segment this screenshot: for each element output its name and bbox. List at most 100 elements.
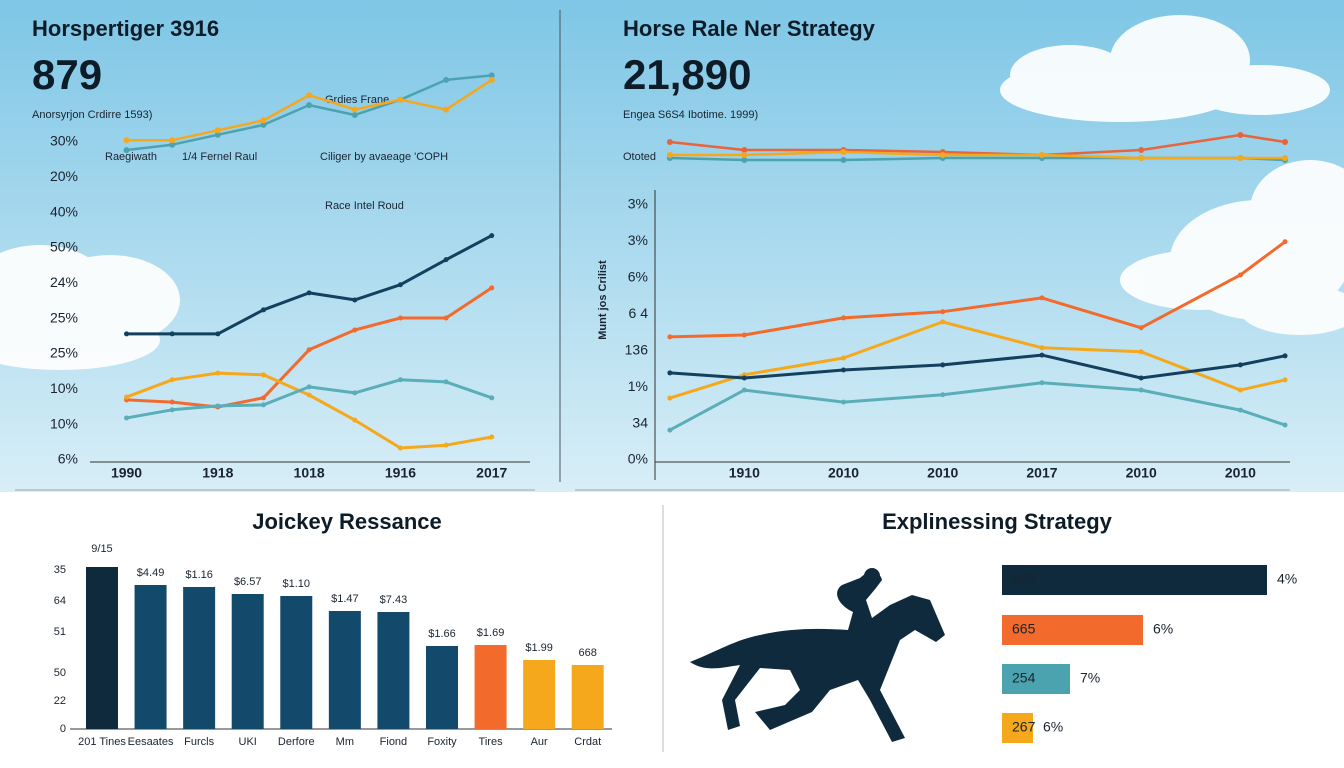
y-tick-label: 20%: [50, 168, 78, 184]
annotation: 1/4 Fernel Raul: [182, 151, 257, 163]
data-point: [741, 332, 747, 338]
data-point: [397, 315, 403, 321]
data-point: [489, 395, 495, 401]
data-point: [489, 233, 495, 239]
data-point: [1282, 139, 1289, 145]
bar: [328, 611, 361, 729]
data-point: [260, 117, 267, 124]
data-point: [124, 415, 130, 421]
data-point: [741, 387, 747, 393]
data-point: [123, 147, 130, 154]
data-point: [1282, 422, 1288, 428]
data-point: [123, 137, 130, 144]
data-point: [488, 72, 495, 79]
bar-inner-label: 267: [1012, 719, 1036, 735]
data-point: [1282, 377, 1288, 383]
data-point: [1138, 375, 1144, 381]
subtitle: Anorsyrjon Crdirre 1593): [32, 109, 152, 121]
data-point: [351, 106, 358, 113]
y-tick-label: 64: [54, 595, 66, 607]
bar-end-label: 6%: [1153, 621, 1173, 637]
data-point: [840, 149, 847, 155]
x-tick-label: 1990: [111, 465, 142, 481]
data-point: [667, 334, 673, 340]
data-point: [443, 76, 450, 83]
data-point: [397, 377, 403, 383]
data-point: [741, 147, 748, 153]
data-point: [1237, 132, 1244, 138]
y-tick-label: 25%: [50, 309, 78, 325]
data-point: [306, 102, 313, 109]
bar: [425, 646, 458, 729]
bar-label: 668: [579, 647, 597, 659]
data-point: [1237, 387, 1243, 393]
data-point: [666, 152, 673, 158]
bar-end-label: 6%: [1043, 719, 1063, 735]
data-point: [169, 407, 175, 413]
bar-inner-label: 865: [1012, 571, 1036, 587]
y-tick-label: 0%: [628, 451, 648, 467]
data-point: [169, 331, 175, 337]
annotation: Ototed: [623, 151, 656, 163]
x-tick-label: Eesaates: [128, 736, 174, 748]
data-point: [169, 399, 175, 405]
y-tick-label: 25%: [50, 345, 78, 361]
data-point: [260, 121, 267, 128]
bar-inner-label: 665: [1012, 621, 1036, 637]
y-tick-label: 10%: [50, 415, 78, 431]
series-line: [669, 133, 1286, 157]
bar-label: $1.47: [331, 593, 359, 605]
bar: [474, 645, 507, 729]
data-point: [306, 290, 312, 296]
series-line: [669, 381, 1286, 432]
data-point: [940, 392, 946, 398]
series-line: [669, 150, 1285, 160]
y-tick-label: 6 4: [629, 305, 649, 321]
data-point: [488, 76, 495, 83]
y-tick-label: 10%: [50, 380, 78, 396]
data-point: [1237, 272, 1243, 278]
data-point: [443, 257, 449, 263]
data-point: [214, 131, 221, 138]
data-point: [1038, 152, 1045, 158]
data-point: [1237, 155, 1244, 161]
data-point: [443, 315, 449, 321]
y-tick-label: 6%: [628, 269, 648, 285]
bar: [1002, 615, 1143, 645]
y-tick-label: 1%: [628, 378, 648, 394]
data-point: [306, 92, 313, 99]
y-tick-label: 0: [60, 723, 66, 735]
chart-title: Explinessing Strategy: [882, 509, 1113, 534]
annotation: Ciliger by avaeage 'COPH: [320, 151, 448, 163]
x-tick-label: 1918: [202, 465, 233, 481]
annotation: Grdies Frane: [325, 94, 389, 106]
data-point: [352, 327, 358, 333]
data-point: [215, 370, 221, 376]
chart-title: Horse Rale Ner Strategy: [623, 16, 876, 41]
data-point: [306, 384, 312, 390]
data-point: [260, 402, 266, 408]
data-point: [667, 395, 673, 401]
x-tick-label: Aur: [531, 736, 548, 748]
bar-inner-label: 254: [1012, 670, 1036, 686]
bar-end-label: 7%: [1080, 670, 1100, 686]
data-point: [351, 112, 358, 118]
x-tick-label: Mm: [336, 736, 354, 748]
data-point: [1138, 349, 1144, 355]
bar-label: $6.57: [234, 576, 262, 588]
y-tick-label: 22: [54, 695, 66, 707]
data-point: [1039, 345, 1045, 351]
x-tick-label: 2010: [927, 465, 958, 481]
data-point: [260, 307, 266, 313]
data-point: [124, 394, 130, 400]
bar: [1002, 664, 1070, 694]
x-tick-label: 2010: [1126, 465, 1157, 481]
data-point: [940, 309, 946, 315]
x-tick-label: 2017: [476, 465, 507, 481]
data-point: [1282, 155, 1289, 161]
bar: [571, 665, 604, 729]
y-tick-label: 6%: [58, 451, 78, 467]
bar-label: $7.43: [380, 594, 408, 606]
x-tick-label: Derfore: [278, 736, 315, 748]
